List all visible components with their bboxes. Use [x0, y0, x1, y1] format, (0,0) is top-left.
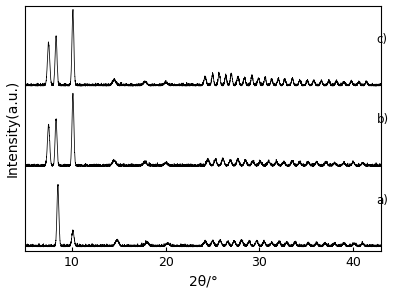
Text: c): c)	[377, 33, 387, 46]
Y-axis label: Intensity(a.u.): Intensity(a.u.)	[6, 80, 20, 177]
Text: b): b)	[377, 113, 389, 126]
X-axis label: 2θ/°: 2θ/°	[189, 274, 218, 288]
Text: a): a)	[377, 194, 389, 207]
